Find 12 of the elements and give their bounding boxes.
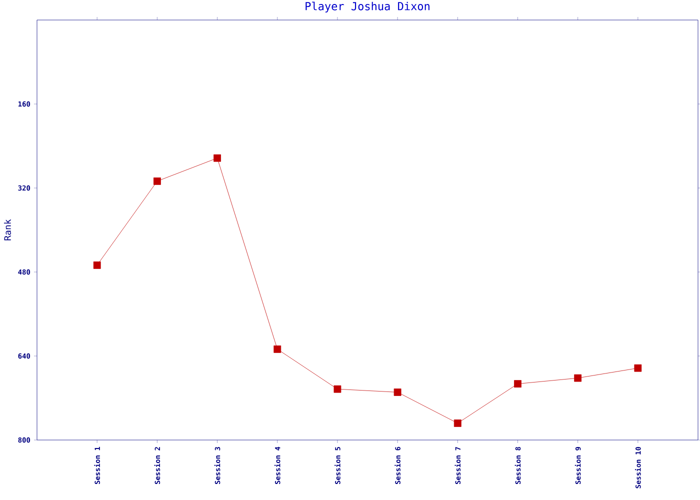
point bbox=[274, 345, 282, 353]
y-axis-title: Rank bbox=[4, 219, 11, 240]
point bbox=[574, 374, 582, 382]
point bbox=[454, 420, 462, 427]
point bbox=[93, 261, 101, 269]
point bbox=[394, 388, 402, 396]
point bbox=[214, 154, 221, 162]
point bbox=[634, 364, 642, 372]
point bbox=[334, 385, 342, 393]
point bbox=[514, 380, 522, 388]
point bbox=[153, 177, 161, 185]
chart-title: Player Joshua Dixon bbox=[306, 2, 430, 12]
